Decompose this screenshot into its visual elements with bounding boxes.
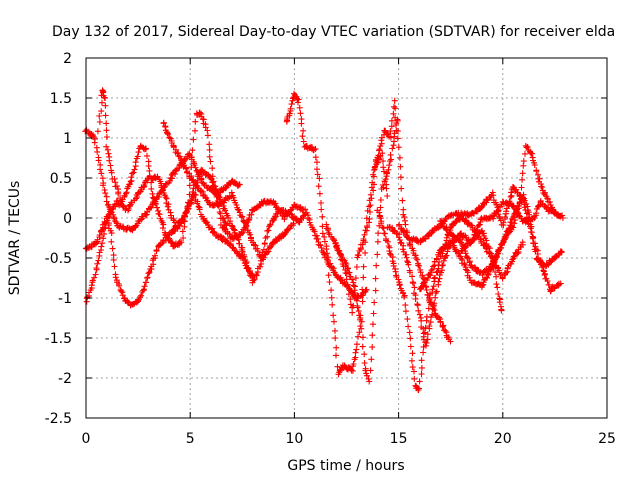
series-markers	[217, 197, 370, 302]
y-tick-label: -2	[58, 371, 72, 387]
y-tick-label: 0.5	[50, 171, 72, 187]
y-tick-label: 1.5	[50, 91, 72, 107]
series-markers	[396, 184, 564, 295]
x-tick-label: 15	[390, 431, 408, 447]
series-markers	[83, 166, 297, 309]
x-axis-label: GPS time / hours	[287, 458, 404, 474]
chart-title: Day 132 of 2017, Sidereal Day-to-day VTE…	[52, 24, 615, 40]
y-axis-ticks: 2 1.5 1 0.5 0 -0.5 -1 -1.5 -2 -2.5	[45, 51, 607, 427]
y-tick-label: -1	[58, 291, 72, 307]
y-tick-label: 0	[63, 211, 72, 227]
y-tick-label: 2	[63, 51, 72, 67]
series-track-6	[217, 197, 370, 302]
y-axis-label: SDTVAR / TECUs	[7, 181, 23, 296]
x-tick-label: 10	[285, 431, 303, 447]
plot-frame	[85, 57, 608, 419]
x-axis-ticks: 0 5 10 15 20 25	[82, 58, 616, 447]
series-track-4	[83, 166, 297, 309]
x-tick-label: 0	[82, 431, 91, 447]
data-series	[82, 87, 566, 393]
x-tick-label: 20	[494, 431, 512, 447]
y-tick-label: -0.5	[45, 251, 72, 267]
series-markers	[458, 197, 566, 254]
series-track-15	[458, 197, 566, 254]
series-markers	[437, 142, 564, 279]
x-tick-label: 25	[598, 431, 616, 447]
series-track-12	[396, 184, 564, 295]
y-tick-label: 1	[63, 131, 72, 147]
y-tick-label: -2.5	[45, 411, 72, 427]
y-tick-label: -1.5	[45, 331, 72, 347]
x-tick-label: 5	[186, 431, 195, 447]
